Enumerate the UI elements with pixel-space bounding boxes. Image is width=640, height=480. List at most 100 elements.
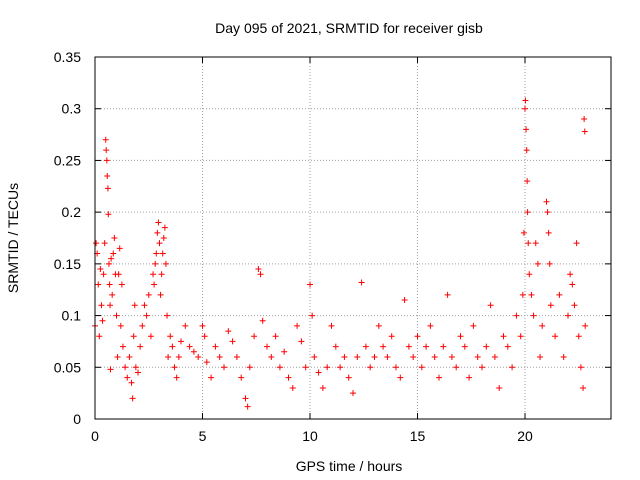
data-point — [448, 353, 455, 360]
data-point — [354, 353, 361, 360]
data-point — [167, 333, 174, 340]
data-point — [457, 333, 464, 340]
data-point — [546, 260, 553, 267]
data-point — [104, 172, 111, 179]
data-point — [242, 395, 249, 402]
data-point — [164, 312, 171, 319]
y-tick-label: 0.15 — [54, 256, 81, 272]
data-point — [565, 312, 571, 319]
data-point — [534, 260, 541, 267]
data-point — [155, 219, 162, 226]
data-point — [513, 312, 520, 319]
data-point — [103, 147, 110, 154]
data-point — [141, 302, 148, 309]
data-point — [517, 333, 524, 340]
data-point — [229, 338, 236, 345]
data-point — [99, 317, 106, 324]
data-point — [129, 395, 136, 402]
data-point — [153, 250, 160, 257]
data-point — [160, 235, 167, 241]
data-point — [182, 322, 189, 329]
data-point — [552, 333, 559, 340]
data-point — [431, 353, 438, 360]
data-point — [105, 260, 112, 267]
data-point — [444, 291, 451, 298]
data-point — [147, 333, 154, 340]
data-point — [567, 271, 574, 278]
data-point — [309, 312, 316, 319]
data-point — [573, 240, 580, 247]
data-point — [105, 211, 112, 218]
chart-title: Day 095 of 2021, SRMTID for receiver gis… — [215, 20, 483, 36]
data-point — [384, 353, 391, 360]
data-point — [371, 353, 378, 360]
data-point — [483, 343, 490, 350]
y-tick-label: 0.2 — [62, 204, 82, 220]
data-point — [524, 209, 531, 216]
data-point — [461, 343, 468, 350]
data-point — [150, 271, 157, 278]
data-point — [145, 291, 152, 298]
data-point — [131, 302, 138, 309]
data-point — [212, 343, 219, 350]
data-point — [530, 312, 537, 319]
data-point — [221, 364, 227, 371]
data-point — [470, 322, 477, 329]
data-point — [135, 369, 141, 376]
data-point — [401, 297, 408, 304]
data-point — [114, 353, 121, 360]
data-point — [581, 128, 588, 135]
data-point — [571, 302, 578, 309]
data-point — [405, 343, 412, 350]
data-point — [119, 343, 126, 350]
data-point — [178, 338, 184, 345]
data-point — [319, 384, 326, 391]
data-point — [474, 353, 481, 360]
data-point — [580, 384, 587, 391]
data-point — [199, 322, 206, 329]
data-point — [350, 390, 356, 397]
data-point — [115, 271, 122, 278]
data-point — [569, 281, 576, 288]
data-point — [225, 328, 232, 335]
data-point — [126, 353, 133, 360]
data-point — [272, 333, 279, 340]
data-point — [427, 322, 434, 329]
data-point — [159, 250, 166, 257]
data-point — [255, 266, 262, 273]
data-point — [393, 364, 399, 371]
data-point — [418, 364, 425, 371]
data-point — [201, 333, 208, 340]
axis-ticks: 0 5 10 15 20 0 0.05 0.1 0.15 0.2 0.25 0.3 0.35 — [54, 49, 611, 444]
data-point — [157, 291, 164, 298]
data-point — [375, 322, 382, 329]
data-point — [315, 369, 322, 376]
data-point — [341, 353, 348, 360]
data-point — [251, 333, 258, 340]
data-point — [491, 353, 498, 360]
data-point — [324, 364, 331, 371]
data-point — [414, 333, 421, 340]
y-tick-label: 0.25 — [54, 152, 81, 168]
data-point — [289, 384, 296, 391]
data-point — [208, 374, 215, 381]
data-point — [268, 353, 275, 360]
data-point — [285, 374, 292, 381]
data-point — [543, 198, 550, 205]
data-point — [190, 348, 197, 355]
data-point — [110, 250, 117, 257]
data-point — [298, 338, 305, 345]
data-point — [238, 374, 245, 381]
data-point — [102, 136, 109, 143]
data-point — [410, 353, 417, 360]
data-point — [113, 312, 120, 319]
x-tick-label: 0 — [91, 428, 99, 444]
data-point — [158, 271, 165, 278]
data-point — [525, 240, 532, 247]
data-point — [171, 364, 178, 371]
data-point — [388, 333, 395, 340]
data-point — [302, 364, 309, 371]
data-point — [582, 322, 589, 329]
data-point — [111, 235, 118, 241]
data-point — [109, 291, 116, 298]
